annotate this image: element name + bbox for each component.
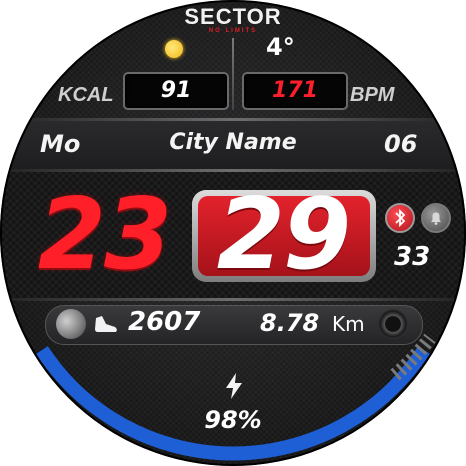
brand-tagline: NO LIMITS bbox=[208, 28, 258, 34]
divider-line bbox=[0, 118, 466, 121]
bluetooth-icon bbox=[385, 203, 415, 233]
bell-icon bbox=[421, 203, 451, 233]
shoe-icon bbox=[95, 316, 117, 332]
battery-level: 98% bbox=[204, 406, 262, 434]
city-name[interactable]: City Name bbox=[169, 130, 297, 155]
moon-phase-icon bbox=[56, 309, 86, 339]
brand-logo: SECTOR NO LIMITS bbox=[183, 6, 283, 36]
minutes: 29 bbox=[216, 178, 351, 292]
seconds: 33 bbox=[394, 242, 431, 272]
kcal-value[interactable]: 91 bbox=[123, 72, 229, 110]
divider-line bbox=[0, 169, 466, 172]
divider-line bbox=[0, 298, 466, 301]
temperature[interactable]: 4° bbox=[266, 33, 295, 61]
bpm-value[interactable]: 171 bbox=[242, 72, 348, 110]
sun-icon bbox=[165, 40, 183, 58]
battery-arc-ticks bbox=[390, 333, 436, 381]
battery-arc-fill bbox=[36, 346, 430, 461]
steps-count[interactable]: 2607 bbox=[128, 307, 201, 337]
weekday: Mo bbox=[40, 130, 81, 158]
hours: 23 bbox=[37, 178, 172, 292]
distance-unit: Km bbox=[332, 312, 365, 336]
top-divider bbox=[232, 38, 234, 110]
kcal-label: KCAL bbox=[58, 84, 114, 106]
bolt-icon bbox=[226, 373, 242, 399]
minutes-frame bbox=[192, 190, 376, 282]
distance-value[interactable]: 8.78 bbox=[260, 309, 320, 337]
ring-icon bbox=[378, 309, 408, 339]
brand-name: SECTOR bbox=[184, 4, 282, 29]
bpm-label: BPM bbox=[350, 84, 395, 106]
date-band bbox=[0, 121, 466, 169]
day-number: 06 bbox=[384, 130, 418, 158]
